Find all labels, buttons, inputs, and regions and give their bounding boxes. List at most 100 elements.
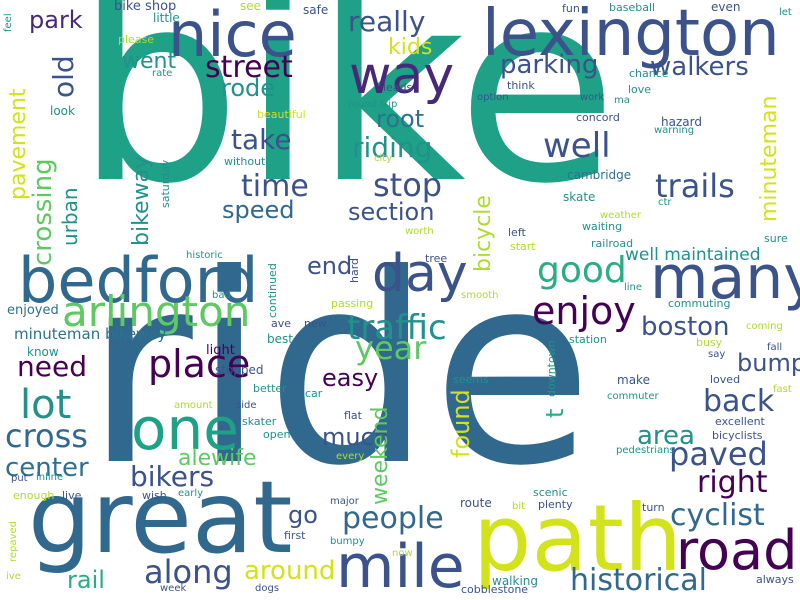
word-repaved: repaved: [8, 521, 19, 562]
word-bump: bump: [737, 349, 800, 377]
word-area: area: [637, 421, 695, 451]
word-cobblestone: cobblestone: [461, 583, 529, 596]
word-seems: seems: [453, 373, 489, 386]
word-smooth: smooth: [461, 290, 499, 301]
word-scenic: scenic: [533, 486, 568, 499]
word-speed: speed: [222, 196, 295, 224]
word-found: found: [447, 389, 475, 458]
word-sure: sure: [764, 232, 788, 245]
word-bikeway: bikeway: [129, 155, 154, 246]
word-see: see: [240, 0, 262, 13]
word-fun: fun: [562, 2, 580, 15]
word-parking: parking: [500, 50, 599, 80]
word-much: much: [322, 423, 389, 451]
word-beautiful: beautiful: [257, 108, 306, 121]
word-weather: weather: [600, 210, 641, 221]
word-pavement: pavement: [6, 88, 31, 200]
word-rode: rode: [221, 74, 276, 102]
word-bad: bad: [212, 290, 231, 301]
word-bike-shop: bike shop: [114, 0, 177, 14]
word-turn: turn: [642, 501, 665, 514]
word-one: one: [131, 395, 239, 463]
word-option: option: [477, 92, 509, 103]
word-chance: chance: [629, 67, 669, 80]
word-go: go: [288, 501, 318, 529]
word-rate: rate: [152, 68, 173, 79]
word-without: without: [224, 155, 266, 168]
word-route: route: [460, 496, 492, 510]
word-put: put: [11, 473, 28, 484]
word-take: take: [231, 123, 292, 156]
word-urban: urban: [58, 187, 82, 246]
word-early: early: [178, 488, 204, 499]
word-really: really: [348, 5, 426, 38]
word-historical: historical: [570, 563, 707, 598]
word-commuting: commuting: [668, 297, 731, 310]
word-well-maintained: well maintained: [625, 245, 761, 265]
word-street: street: [205, 50, 293, 85]
word-hazard: hazard: [661, 115, 702, 129]
word-look: look: [50, 104, 75, 118]
word-paved: paved: [669, 435, 768, 473]
word-continued: continued: [266, 263, 279, 318]
word-traffic: traffic: [347, 308, 447, 348]
word-people: people: [342, 501, 444, 536]
word-passing: passing: [331, 297, 374, 310]
word-tree: tree: [425, 252, 448, 265]
word-side: side: [236, 400, 257, 411]
word-walkers: walkers: [650, 52, 749, 82]
word-root: root: [376, 105, 425, 133]
word-weekend: weekend: [368, 406, 393, 505]
word-right: right: [697, 465, 768, 500]
word-loved: loved: [710, 373, 741, 386]
word-easy: easy: [322, 364, 379, 392]
word-live: live: [62, 489, 82, 502]
word-way: way: [349, 46, 455, 106]
word-ride: ride: [85, 218, 594, 523]
word-skater: skater: [242, 415, 277, 428]
word-baseball: baseball: [609, 1, 656, 14]
word-t: t: [541, 408, 569, 418]
word-city: city: [374, 153, 393, 164]
word-bike: bike: [75, 0, 618, 241]
word-cambridge: cambridge: [567, 168, 632, 182]
word-bedford: bedford: [18, 244, 259, 317]
word-little: little: [153, 11, 180, 25]
word-need: need: [17, 350, 87, 383]
word-commuter: commuter: [607, 391, 659, 402]
word-section: section: [348, 198, 435, 226]
word-safe: safe: [303, 3, 329, 17]
word-railroad: railroad: [591, 237, 634, 250]
word-fall: fall: [767, 342, 783, 353]
word-love: love: [628, 83, 652, 96]
word-inline: inline: [36, 472, 64, 483]
word-week: week: [160, 583, 187, 594]
word-first: first: [284, 529, 306, 542]
word-ave: ave: [271, 317, 292, 330]
word-ma: ma: [614, 95, 630, 106]
word-cross: cross: [5, 417, 88, 455]
word-road: road: [676, 519, 798, 582]
word-stopped: stopped: [215, 363, 264, 377]
word-light: light: [206, 343, 235, 358]
word-round-trip: round trip: [348, 99, 398, 110]
word-make: make: [617, 373, 650, 387]
word-bicyclists: bicyclists: [712, 429, 763, 442]
word-let: let: [779, 7, 792, 18]
word-mile: mile: [336, 532, 465, 600]
word-car: car: [305, 387, 323, 400]
word-leads: leads: [383, 81, 413, 94]
word-please: please: [118, 33, 155, 46]
word-ive: ive: [6, 571, 21, 582]
word-line: line: [624, 282, 643, 293]
word-alewife: alewife: [178, 446, 257, 471]
word-busy: busy: [696, 336, 723, 349]
word-left: left: [508, 226, 526, 239]
word-enjoyed: enjoyed: [7, 303, 59, 318]
word-say: say: [708, 349, 726, 360]
word-center: center: [5, 453, 89, 483]
word-day: day: [372, 244, 468, 304]
word-old: old: [47, 55, 80, 98]
word-dogs: dogs: [255, 583, 280, 594]
word-concord: concord: [576, 111, 620, 124]
